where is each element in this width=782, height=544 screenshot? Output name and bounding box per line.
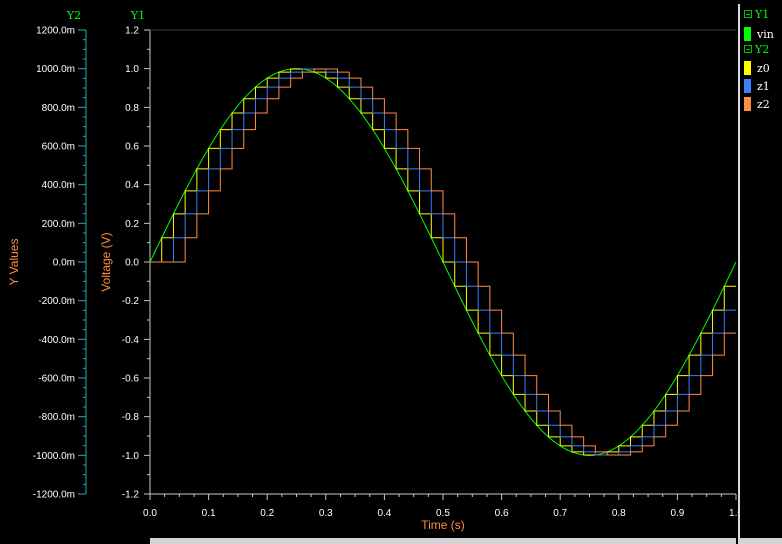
y2-tick-label: -1000.0m [33,451,75,462]
y1-tick-label: -1.2 [122,490,140,501]
x-tick-label: 0.6 [495,508,509,519]
y2-tick-label: -1200.0m [33,490,75,501]
y1-tick-label: 0.4 [125,180,139,191]
y2-tick-label: 1200.0m [36,26,75,37]
y1-tick-label: 1.0 [125,64,139,75]
legend-group-title: Y2 [755,42,770,56]
legend-item-z2[interactable]: z2 [744,96,770,112]
y2-tick-label: -600.0m [38,374,75,385]
legend-swatch [744,79,751,93]
legend-swatch [744,27,751,41]
x-tick-label: 0.2 [260,508,274,519]
y1-tick-label: -0.6 [122,374,140,385]
y2-tick-label: 400.0m [42,180,75,191]
y1-tick-label: 0.8 [125,103,139,114]
y2-tick-label: 0.0m [53,258,75,269]
x-tick-label: 0.7 [553,508,567,519]
y2-tick-label: 200.0m [42,219,75,230]
series-z2 [150,68,736,456]
series-z0 [150,68,736,456]
x-tick-label: 0.0 [143,508,157,519]
legend-group-title: Y1 [755,7,770,21]
legend-group-y2[interactable]: Y2 [744,41,769,57]
legend-swatch [744,97,751,111]
x-tick-label: 0.4 [377,508,391,519]
legend-group-y1[interactable]: Y1 [744,6,769,22]
y2-axis-label: Y Values [7,239,21,286]
x-tick-label: 0.1 [202,508,216,519]
x-tick-label: 0.3 [319,508,333,519]
x-axis-label: Time (s) [421,518,465,532]
y1-tick-label: 0.6 [125,142,139,153]
collapse-icon[interactable] [744,10,752,18]
y2-tick-label: 1000.0m [36,64,75,75]
y2-tick-label: 800.0m [42,103,75,114]
y1-tick-label: -0.8 [122,412,140,423]
y1-axis-name: Y1 [130,9,145,22]
legend-label: vin [757,27,774,41]
legend-item-vin[interactable]: vin [744,26,774,42]
collapse-icon[interactable] [744,45,752,53]
y2-tick-label: 600.0m [42,142,75,153]
y1-tick-label: -0.2 [122,296,140,307]
x-tick-label: 1.0 [729,508,743,519]
legend-item-z0[interactable]: z0 [744,60,770,76]
y1-tick-label: -1.0 [122,451,140,462]
legend-panel: Y1 vin Y2 z0 z1 z2 [738,4,782,540]
y2-tick-label: -400.0m [38,335,75,346]
legend-swatch [744,61,751,75]
y2-tick-label: -800.0m [38,412,75,423]
y1-tick-label: 0.2 [125,219,139,230]
y2-axis-name: Y2 [66,9,81,22]
y1-tick-label: 0.0 [125,258,139,269]
x-tick-label: 0.5 [436,508,450,519]
x-tick-label: 0.9 [670,508,684,519]
legend-label: z1 [757,79,770,93]
legend-item-z1[interactable]: z1 [744,78,770,94]
x-tick-label: 0.8 [612,508,626,519]
y2-tick-label: -200.0m [38,296,75,307]
y1-axis-label: Voltage (V) [99,232,113,291]
y1-tick-label: -0.4 [122,335,140,346]
horizontal-scrollbar-right[interactable] [738,538,782,544]
y1-tick-label: 1.2 [125,26,139,37]
legend-label: z2 [757,97,770,111]
horizontal-scrollbar[interactable] [150,538,736,544]
legend-label: z0 [757,61,770,75]
